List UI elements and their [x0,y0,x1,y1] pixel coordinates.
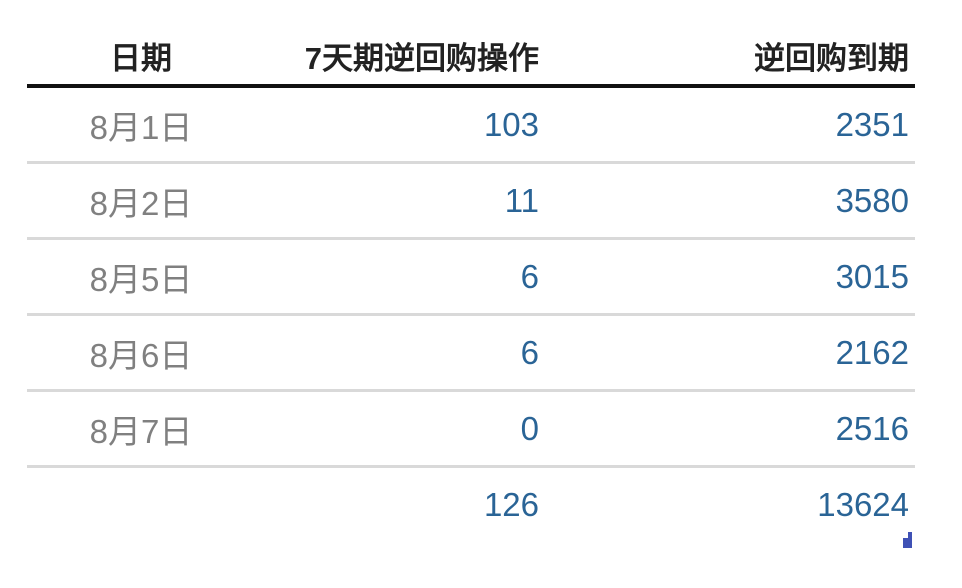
cell-maturity: 2162 [835,333,909,371]
cell-date: 8月7日 [89,412,193,450]
cell-date: 8月2日 [89,184,193,222]
table-row: 8月7日 0 2516 [27,392,915,468]
cell-date: 8月1日 [89,108,193,146]
cell-date: 8月5日 [89,260,193,298]
data-table: 日期 7天期逆回购操作 逆回购到期 8月1日 103 2351 8月2日 11 … [27,30,915,541]
table-row: 8月2日 11 3580 [27,164,915,240]
table-header: 日期 7天期逆回购操作 逆回购到期 [27,30,915,88]
total-label [67,468,215,541]
header-maturity: 逆回购到期 [754,41,909,76]
cell-reverse-repo-7d: 103 [483,105,539,143]
header-date: 日期 [110,41,172,76]
table-row: 8月6日 6 2162 [27,316,915,392]
header-reverse-repo-7d: 7天期逆回购操作 [304,41,539,76]
cell-maturity: 3015 [835,257,909,295]
cell-reverse-repo-7d: 6 [520,333,539,371]
cell-maturity: 2516 [835,409,909,447]
cell-reverse-repo-7d: 11 [504,181,539,219]
cell-reverse-repo-7d: 0 [520,409,539,447]
cell-reverse-repo-7d: 6 [520,257,539,295]
corner-mark-icon [903,532,912,548]
table-row: 8月5日 6 3015 [27,240,915,316]
table-row: 8月1日 103 2351 [27,88,915,164]
total-reverse-repo-7d: 126 [483,485,539,523]
cell-maturity: 2351 [835,105,909,143]
cell-date: 8月6日 [89,336,193,374]
total-row: 126 13624 [27,468,915,541]
cell-maturity: 3580 [835,181,909,219]
total-maturity: 13624 [817,485,909,523]
